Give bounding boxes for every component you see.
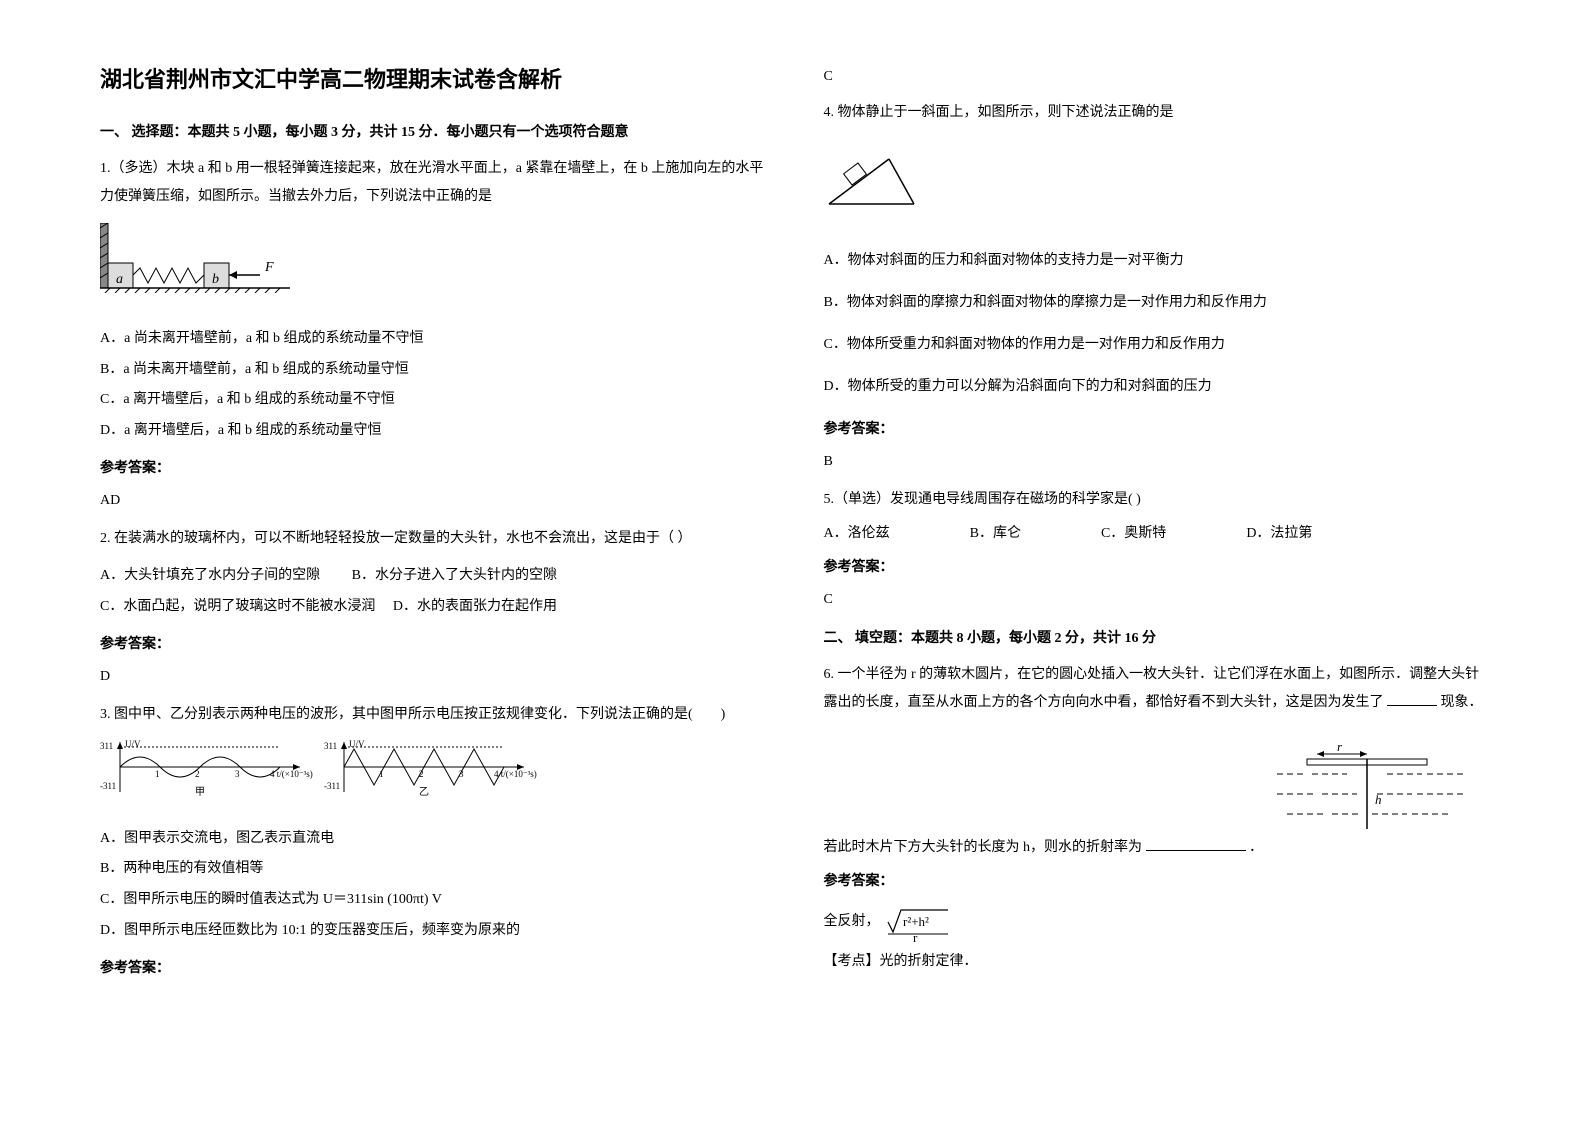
- svg-text:r²+h²: r²+h²: [903, 914, 929, 929]
- q2-text: 2. 在装满水的玻璃杯内，可以不断地轻轻投放一定数量的大头针，水也不会流出，这是…: [100, 525, 764, 553]
- svg-text:1: 1: [379, 769, 384, 779]
- svg-text:2: 2: [195, 769, 200, 779]
- q1-answer-label: 参考答案：: [100, 455, 764, 483]
- q4-optD: D．物体所受的重力可以分解为沿斜面向下的力和对斜面的压力: [824, 366, 1488, 408]
- q3-text: 3. 图中甲、乙分别表示两种电压的波形，其中图甲所示电压按正弦规律变化．下列说法…: [100, 701, 764, 729]
- q4-answer-label: 参考答案：: [824, 416, 1488, 444]
- refraction-diagram: r h: [1267, 729, 1487, 839]
- q2-optC: C．水面凸起，说明了玻璃这时不能被水浸润: [100, 599, 375, 614]
- question-3: 3. 图中甲、乙分别表示两种电压的波形，其中图甲所示电压按正弦规律变化．下列说法…: [100, 701, 764, 983]
- q3-optC: C．图甲所示电压的瞬时值表达式为 U＝311sin (100πt) V: [100, 885, 764, 916]
- spring-diagram: a b F: [100, 223, 300, 293]
- q1-optA: A．a 尚未离开墙壁前，a 和 b 组成的系统动量不守恒: [100, 324, 764, 355]
- svg-text:4 t/(×10⁻³s): 4 t/(×10⁻³s): [494, 769, 537, 779]
- q5-answer-label: 参考答案：: [824, 554, 1488, 582]
- q2-optB: B．水分子进入了大头针内的空隙: [352, 568, 557, 583]
- svg-text:h: h: [1375, 792, 1382, 807]
- q1-optB: B．a 尚未离开墙壁前，a 和 b 组成的系统动量守恒: [100, 355, 764, 386]
- incline-diagram: [824, 139, 924, 209]
- q6-answer-text: 全反射，: [824, 915, 880, 930]
- q4-optC: C．物体所受重力和斜面对物体的作用力是一对作用力和反作用力: [824, 324, 1488, 366]
- q3-options: A．图甲表示交流电，图乙表示直流电 B．两种电压的有效值相等 C．图甲所示电压的…: [100, 824, 764, 947]
- svg-text:-311: -311: [324, 781, 340, 791]
- q5-options: A．洛伦兹 B．库仑 C．奥斯特 D．法拉第: [824, 520, 1488, 548]
- q5-answer: C: [824, 586, 1488, 614]
- q4-optA: A．物体对斜面的压力和斜面对物体的支持力是一对平衡力: [824, 240, 1488, 282]
- q1-optC: C．a 离开墙壁后，a 和 b 组成的系统动量不守恒: [100, 385, 764, 416]
- svg-text:311: 311: [100, 741, 113, 751]
- wave-diagram-2: 311 -311 U/V 1 2 3 4 t/(×10⁻³s) 乙: [324, 737, 544, 797]
- svg-text:甲: 甲: [195, 787, 205, 797]
- q5-text: 5.（单选）发现通电导线周围存在磁场的科学家是( ): [824, 486, 1488, 514]
- section1-heading: 一、 选择题：本题共 5 小题，每小题 3 分，共计 15 分．每小题只有一个选…: [100, 120, 764, 145]
- q6-answer-label: 参考答案：: [824, 868, 1488, 896]
- q5-optA: A．洛伦兹: [824, 520, 890, 548]
- q4-text: 4. 物体静止于一斜面上，如图所示，则下述说法正确的是: [824, 99, 1488, 127]
- question-2: 2. 在装满水的玻璃杯内，可以不断地轻轻投放一定数量的大头针，水也不会流出，这是…: [100, 525, 764, 691]
- q6-note: 【考点】光的折射定律．: [824, 948, 1488, 976]
- q4-answer: B: [824, 448, 1488, 476]
- formula-sqrt: r²+h² r: [883, 902, 953, 942]
- q1-answer: AD: [100, 487, 764, 515]
- svg-text:311: 311: [324, 741, 337, 751]
- wave-diagram-1: 311 -311 U/V 1 2 3 4 t/(×10⁻³s) 甲: [100, 737, 320, 797]
- q5-optB: B．库仑: [970, 520, 1021, 548]
- question-4: 4. 物体静止于一斜面上，如图所示，则下述说法正确的是 A．物体对斜面的压力和斜…: [824, 99, 1488, 476]
- q3-optA: A．图甲表示交流电，图乙表示直流电: [100, 824, 764, 855]
- q2-answer-label: 参考答案：: [100, 631, 764, 659]
- svg-text:r: r: [1337, 739, 1343, 754]
- q4-options: A．物体对斜面的压力和斜面对物体的支持力是一对平衡力 B．物体对斜面的摩擦力和斜…: [824, 240, 1488, 408]
- question-1: 1.（多选）木块 a 和 b 用一根轻弹簧连接起来，放在光滑水平面上，a 紧靠在…: [100, 155, 764, 515]
- q3-answer-label: 参考答案：: [100, 955, 764, 983]
- svg-text:2: 2: [419, 769, 424, 779]
- q2-options: A．大头针填充了水内分子间的空隙 B．水分子进入了大头针内的空隙 C．水面凸起，…: [100, 561, 764, 623]
- q2-optD: D．水的表面张力在起作用: [393, 599, 557, 614]
- q6-answer-line: 全反射， r²+h² r: [824, 902, 1488, 942]
- svg-text:4 t/(×10⁻³s): 4 t/(×10⁻³s): [270, 769, 313, 779]
- svg-text:r: r: [913, 930, 918, 942]
- q5-optC: C．奥斯特: [1101, 520, 1166, 548]
- q1-options: A．a 尚未离开墙壁前，a 和 b 组成的系统动量不守恒 B．a 尚未离开墙壁前…: [100, 324, 764, 447]
- q5-optD: D．法拉第: [1246, 520, 1312, 548]
- question-6: 6. 一个半径为 r 的薄软木圆片，在它的圆心处插入一枚大头针．让它们浮在水面上…: [824, 661, 1488, 976]
- q3-answer: C: [824, 64, 1488, 89]
- blank-2: [1146, 835, 1246, 852]
- section2-heading: 二、 填空题：本题共 8 小题，每小题 2 分，共计 16 分: [824, 626, 1488, 651]
- svg-text:F: F: [264, 260, 274, 275]
- q4-optB: B．物体对斜面的摩擦力和斜面对物体的摩擦力是一对作用力和反作用力: [824, 282, 1488, 324]
- question-5: 5.（单选）发现通电导线周围存在磁场的科学家是( ) A．洛伦兹 B．库仑 C．…: [824, 486, 1488, 614]
- svg-text:a: a: [116, 272, 123, 287]
- right-column: C 4. 物体静止于一斜面上，如图所示，则下述说法正确的是 A．物体对斜面的压力…: [824, 60, 1488, 993]
- svg-text:乙: 乙: [419, 786, 429, 797]
- svg-text:b: b: [212, 272, 219, 287]
- q6-text1: 6. 一个半径为 r 的薄软木圆片，在它的圆心处插入一枚大头针．让它们浮在水面上…: [824, 667, 1480, 710]
- blank-1: [1387, 690, 1437, 707]
- q6-text3: ．: [1249, 840, 1263, 855]
- q1-text: 1.（多选）木块 a 和 b 用一根轻弹簧连接起来，放在光滑水平面上，a 紧靠在…: [100, 155, 764, 211]
- page-title: 湖北省荆州市文汇中学高二物理期末试卷含解析: [100, 60, 764, 100]
- q3-optB: B．两种电压的有效值相等: [100, 854, 764, 885]
- q1-optD: D．a 离开墙壁后，a 和 b 组成的系统动量守恒: [100, 416, 764, 447]
- q3-optD: D．图甲所示电压经匝数比为 10:1 的变压器变压后，频率变为原来的: [100, 916, 764, 947]
- svg-text:3: 3: [235, 769, 240, 779]
- q2-optA: A．大头针填充了水内分子间的空隙: [100, 568, 320, 583]
- left-column: 湖北省荆州市文汇中学高二物理期末试卷含解析 一、 选择题：本题共 5 小题，每小…: [100, 60, 764, 993]
- svg-text:-311: -311: [100, 781, 116, 791]
- svg-text:1: 1: [155, 769, 160, 779]
- svg-text:3: 3: [459, 769, 464, 779]
- q2-answer: D: [100, 663, 764, 691]
